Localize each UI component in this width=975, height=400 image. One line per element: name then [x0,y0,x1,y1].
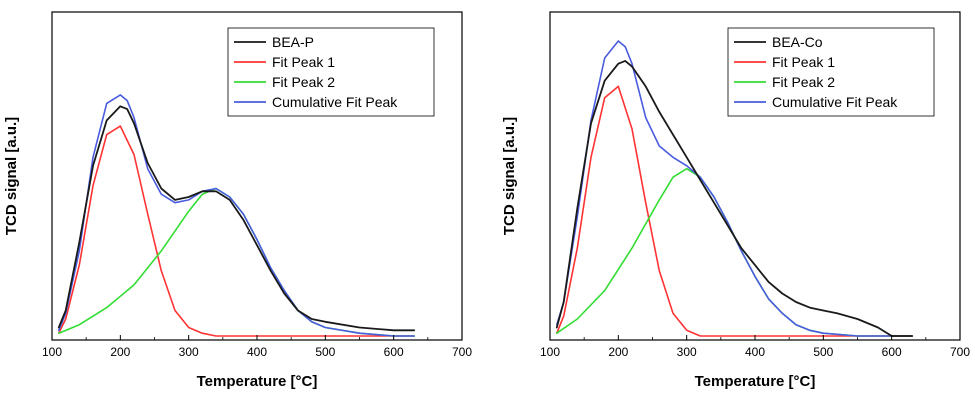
legend-label: Fit Peak 2 [772,74,835,90]
x-tick-label: 200 [608,345,628,359]
series-line-bea-p [57,105,416,332]
x-tick-label: 600 [384,345,404,359]
legend-label: Cumulative Fit Peak [272,94,398,110]
legend-label: Fit Peak 2 [272,74,335,90]
legend: BEA-Co Fit Peak 1 Fit Peak 2 Cumulative Fit… [727,27,935,117]
x-tick-label: 700 [950,345,970,359]
x-tick-label: 600 [882,345,902,359]
x-tick-label: 100 [540,345,560,359]
x-axis-title: Temperature [°C] [197,373,318,390]
y-axis-title: TCD signal [a.u.] [501,117,518,235]
x-tick-label: 500 [813,345,833,359]
x-tick-label: 100 [42,345,62,359]
x-tick-label: 500 [315,345,335,359]
legend-label: Fit Peak 1 [772,54,835,70]
x-axis-title: Temperature [°C] [695,373,816,390]
series-line-bea-co [555,60,914,337]
legend-label: BEA-P [272,34,314,50]
legend-label: BEA-Co [772,34,823,50]
chart-panel-right: 100 200 300 400 500 600 700 Temperature [°C] TCD… [501,11,970,390]
x-tick-label: 700 [452,345,472,359]
legend-label: Cumulative Fit Peak [772,94,898,110]
x-tick-label: 400 [745,345,765,359]
series-line-fit-peak-1 [58,125,415,337]
series-line-fit-peak-1 [556,85,913,337]
legend-label: Fit Peak 1 [272,54,335,70]
legend: BEA-P Fit Peak 1 Fit Peak 2 Cumulative Fit … [227,27,435,117]
series-line-cumulative-fit-peak [556,40,913,337]
x-tick-label: 400 [247,345,267,359]
chart-panel-left: 100 200 300 400 500 600 700 Temperature [°C] TCD… [3,11,472,390]
x-tick-label: 200 [110,345,130,359]
x-tick-label: 300 [677,345,697,359]
x-tick-label: 300 [179,345,199,359]
y-axis-title: TCD signal [a.u.] [3,117,20,235]
